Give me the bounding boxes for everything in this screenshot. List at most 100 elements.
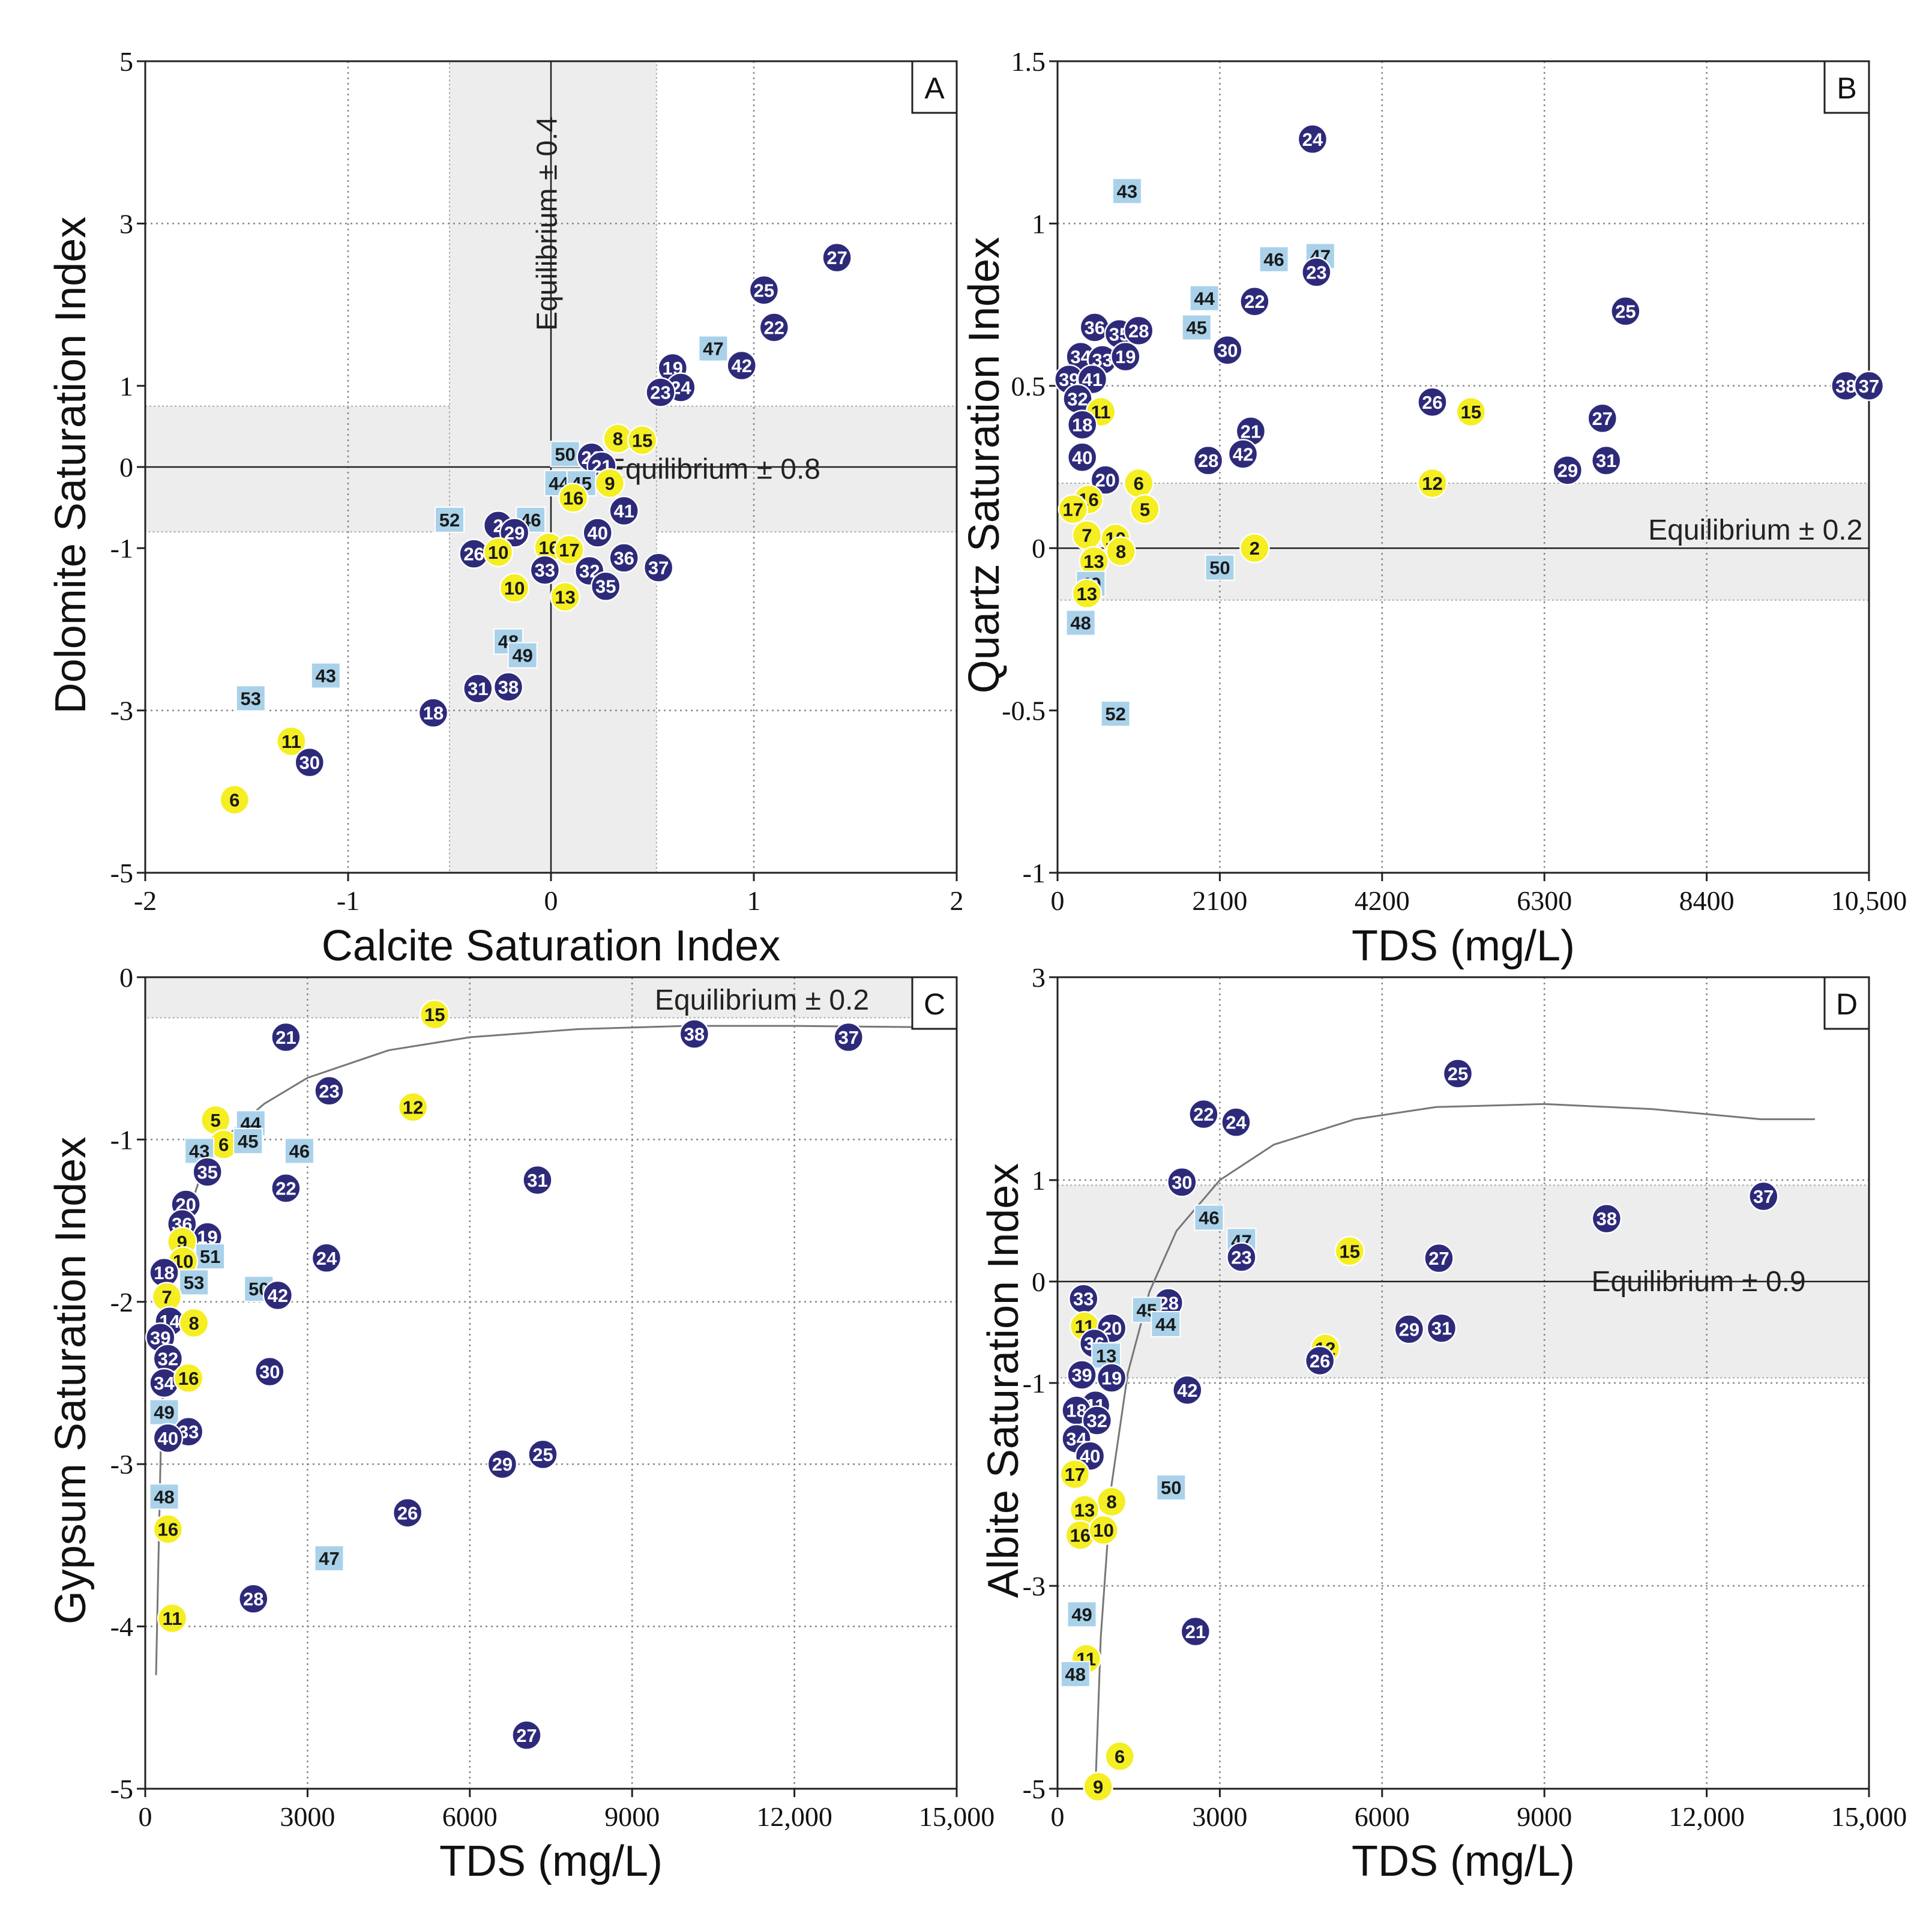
data-point-26: 26 [392, 1498, 423, 1528]
point-label: 42 [731, 355, 751, 376]
point-marker-circle [1110, 341, 1141, 372]
data-point-50: 50 [1205, 554, 1235, 581]
point-label: 16 [1070, 1525, 1091, 1546]
point-marker-circle [1424, 1243, 1454, 1274]
panel-C: Equilibrium ± 0.2 C 0 3000 6000 9000 12,000 15,… [47, 962, 995, 1885]
data-point-30: 30 [294, 747, 325, 778]
point-label: 22 [275, 1178, 296, 1199]
data-point-20: 20 [1090, 465, 1121, 495]
data-point-28: 28 [238, 1583, 269, 1614]
data-point-37: 37 [1748, 1181, 1779, 1212]
point-label: 25 [532, 1444, 553, 1465]
data-point-13: 13 [1079, 546, 1109, 577]
y-tick-label: -0.5 [1002, 696, 1046, 726]
data-point-5: 5 [200, 1104, 231, 1136]
x-tick-label: 1 [747, 885, 761, 916]
data-point-12: 12 [397, 1092, 429, 1122]
point-marker-circle [1180, 1616, 1211, 1647]
equilibrium-label: Equilibrium ± 0.9 [1591, 1266, 1805, 1298]
data-point-32: 32 [1082, 1405, 1113, 1436]
data-point-24: 24 [1221, 1107, 1251, 1137]
data-point-46: 46 [1194, 1204, 1224, 1231]
point-label: 15 [1339, 1241, 1359, 1262]
data-point-10: 10 [483, 537, 514, 568]
point-label: 21 [1241, 421, 1261, 442]
point-marker-square [1112, 178, 1142, 205]
point-marker-circle [173, 1363, 204, 1394]
data-point-8: 8 [1096, 1486, 1127, 1517]
point-marker-square [1151, 1310, 1181, 1337]
point-marker-circle [271, 1022, 301, 1053]
point-label: 30 [1172, 1172, 1192, 1193]
equilibrium-band [145, 977, 957, 1019]
data-point-22: 22 [1239, 286, 1270, 317]
panel-D: Equilibrium ± 0.9 D 0 3000 6000 9000 12,000 15,… [980, 962, 1907, 1885]
point-label: 50 [1161, 1477, 1181, 1498]
point-marker-circle [192, 1157, 223, 1187]
point-marker-circle [591, 571, 621, 601]
point-label: 28 [1198, 450, 1218, 471]
data-point-42: 42 [726, 350, 757, 381]
point-marker-circle [1106, 536, 1136, 567]
point-label: 42 [268, 1285, 288, 1306]
point-marker-square [1100, 700, 1131, 728]
point-label: 31 [1431, 1318, 1452, 1339]
y-tick-label: 0 [1032, 1267, 1046, 1297]
point-marker-circle [1167, 1167, 1197, 1197]
data-point-29: 29 [1552, 455, 1583, 486]
point-label: 18 [1072, 415, 1092, 436]
point-label: 48 [1065, 1664, 1086, 1685]
y-tick-label: -3 [110, 696, 133, 726]
point-label: 43 [1117, 181, 1137, 202]
point-marker-square [1205, 554, 1235, 581]
point-marker-circle [238, 1583, 269, 1614]
point-label: 41 [613, 501, 634, 522]
point-marker-circle [314, 1076, 345, 1106]
point-label: 15 [1461, 402, 1481, 423]
point-label: 35 [595, 576, 616, 597]
y-tick-label: -1 [110, 1124, 133, 1155]
point-marker-circle [262, 1280, 293, 1311]
data-point-37: 37 [643, 552, 674, 583]
data-point-50: 50 [1156, 1474, 1187, 1501]
data-point-2: 2 [1239, 532, 1270, 564]
point-label: 51 [200, 1246, 220, 1267]
point-label: 37 [1859, 376, 1879, 397]
point-marker-circle [152, 1423, 184, 1454]
x-axis-title: TDS (mg/L) [1352, 922, 1575, 970]
data-point-28: 28 [1123, 315, 1154, 346]
data-point-49: 49 [1067, 1601, 1097, 1628]
data-point-35: 35 [591, 571, 621, 601]
point-marker-circle [529, 555, 561, 585]
point-label: 13 [555, 586, 575, 607]
data-point-49: 49 [507, 642, 538, 669]
y-tick-label: 0 [119, 962, 133, 993]
point-marker-circle [1090, 465, 1121, 495]
plot-frame [144, 976, 958, 1790]
x-tick-label: 6000 [1355, 1801, 1410, 1832]
point-label: 23 [1231, 1247, 1251, 1268]
data-point-17: 17 [554, 534, 585, 565]
y-tick-label: -1 [1023, 1368, 1046, 1399]
data-point-11: 11 [157, 1603, 188, 1634]
panel-letter: B [1837, 71, 1856, 105]
y-tick-label: -1 [110, 533, 133, 564]
y-tick-label: 1 [119, 371, 133, 402]
point-label: 8 [1116, 541, 1126, 562]
point-marker-circle [1417, 468, 1448, 499]
panel-letter: D [1836, 987, 1858, 1021]
x-tick-label: 12,000 [756, 1801, 832, 1832]
data-point-53: 53 [235, 685, 266, 712]
point-label: 33 [535, 560, 555, 581]
point-marker-circle [1067, 442, 1098, 473]
point-label: 15 [424, 1004, 445, 1025]
data-point-18: 18 [1067, 409, 1098, 440]
point-label: 6 [229, 789, 239, 810]
point-marker-circle [463, 673, 493, 704]
data-point-51: 51 [195, 1243, 226, 1270]
panel-letter-box [911, 60, 958, 114]
point-marker-circle [594, 468, 625, 499]
